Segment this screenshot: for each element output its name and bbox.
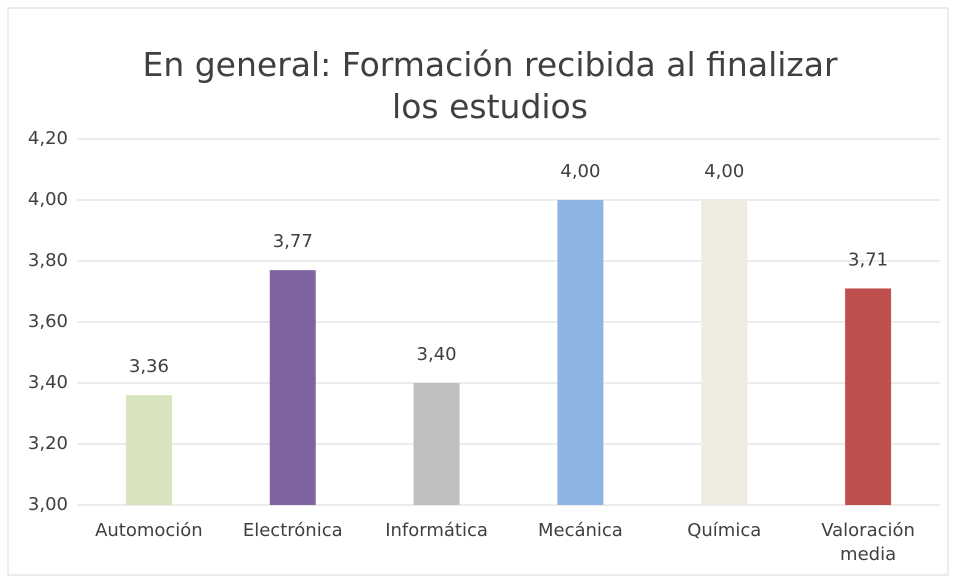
y-tick-label: 3,80 — [28, 250, 68, 271]
x-tick-label: Mecánica — [537, 520, 623, 541]
x-tick-label: Electrónica — [242, 520, 343, 541]
x-tick-label: Informática — [385, 520, 488, 541]
y-tick-label: 3,40 — [28, 372, 68, 393]
bar — [557, 200, 604, 505]
bar — [413, 383, 460, 505]
y-tick-label: 3,60 — [28, 311, 68, 332]
y-tick-label: 3,00 — [28, 494, 68, 515]
x-tick-label: Automoción — [95, 520, 203, 541]
data-label: 4,00 — [704, 161, 744, 182]
data-label: 3,71 — [848, 249, 888, 270]
data-label: 3,40 — [417, 344, 457, 365]
chart-title: En general: Formación recibida al finali… — [142, 45, 838, 126]
y-tick-label: 4,20 — [28, 128, 68, 149]
bar — [125, 395, 172, 505]
y-tick-label: 4,00 — [28, 189, 68, 210]
y-tick-label: 3,20 — [28, 433, 68, 454]
data-label: 4,00 — [560, 161, 600, 182]
bar — [845, 288, 892, 505]
data-label: 3,77 — [273, 231, 313, 252]
bar — [701, 200, 748, 505]
bar — [269, 270, 316, 505]
x-tick-label: Química — [687, 520, 762, 541]
x-tick-label: Valoración media — [821, 520, 915, 565]
data-label: 3,36 — [129, 356, 169, 377]
